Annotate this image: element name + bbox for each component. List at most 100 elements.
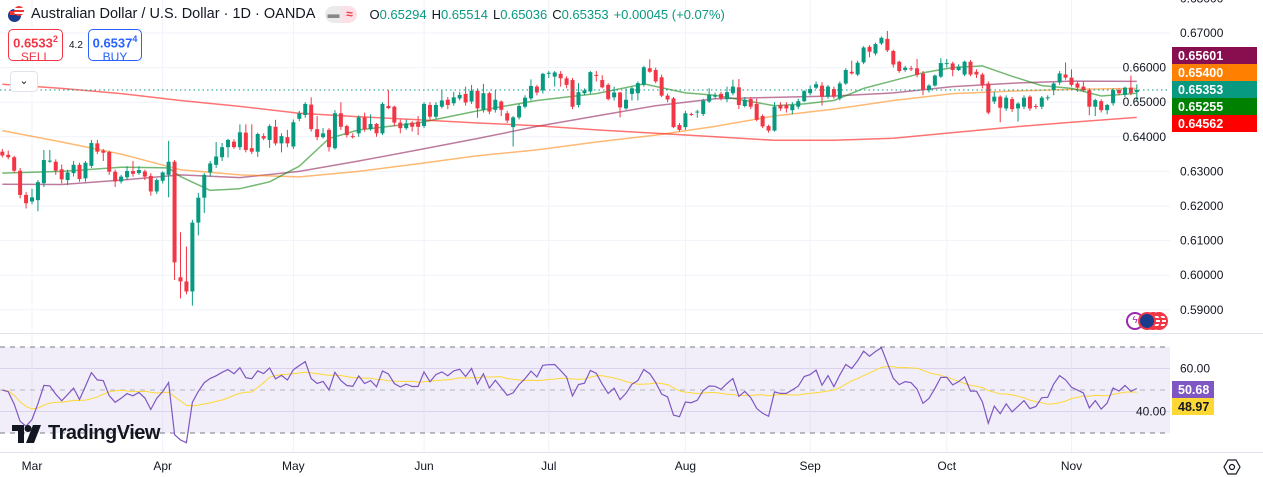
- candle: [558, 71, 563, 87]
- candle-body: [962, 61, 967, 75]
- chart-events[interactable]: ϟ: [1126, 312, 1174, 332]
- candle-body: [291, 122, 296, 147]
- candle: [1069, 69, 1074, 87]
- candle: [107, 150, 112, 175]
- chart-settings-icon[interactable]: [1223, 458, 1241, 476]
- candle-body: [790, 104, 795, 111]
- candle-body: [445, 99, 450, 105]
- candle-body: [938, 63, 943, 77]
- tradingview-logo[interactable]: TradingView: [12, 422, 160, 445]
- candle: [713, 92, 718, 99]
- symbol-title[interactable]: Australian Dollar / U.S. Dollar · 1D · O…: [31, 6, 316, 22]
- collapse-legend-button[interactable]: ⌄: [10, 71, 38, 92]
- candle: [606, 83, 611, 101]
- price-value-label: 0.64562: [1178, 117, 1223, 131]
- candle: [285, 129, 290, 148]
- candle-body: [552, 72, 557, 77]
- candle: [915, 58, 920, 78]
- candle: [493, 90, 498, 113]
- candle: [386, 90, 391, 110]
- candle-body: [1057, 73, 1062, 83]
- candle: [220, 143, 225, 162]
- symbol-header: Australian Dollar / U.S. Dollar · 1D · O…: [8, 4, 725, 24]
- candle: [837, 81, 842, 101]
- time-tick-label: Aug: [675, 459, 696, 473]
- sell-button[interactable]: 0.65332 SELL: [8, 29, 63, 64]
- candle: [879, 36, 884, 46]
- au-flag-event-icon[interactable]: [1138, 312, 1156, 330]
- candle: [410, 121, 415, 132]
- candle: [148, 173, 153, 196]
- candle: [594, 71, 599, 82]
- candle: [629, 86, 634, 101]
- rsi-axis[interactable]: 60.00 40.00 50.68 48.97: [1136, 334, 1263, 452]
- candle: [196, 192, 201, 236]
- candle-body: [540, 73, 545, 91]
- candle: [83, 161, 88, 182]
- candle-body: [1004, 97, 1009, 109]
- candle: [481, 83, 486, 113]
- candle-body: [362, 117, 367, 130]
- candle: [968, 59, 973, 77]
- candle-body: [766, 126, 771, 131]
- candle-body: [427, 104, 432, 117]
- candle-body: [998, 96, 1003, 108]
- candle-body: [297, 113, 302, 119]
- candle-body: [487, 93, 492, 112]
- candle-body: [1105, 104, 1110, 111]
- candle: [398, 119, 403, 134]
- change-value: +0.00045 (+0.07%): [613, 6, 725, 22]
- candle-body: [861, 47, 866, 63]
- open-value: 0.65294: [379, 6, 427, 22]
- candle: [552, 71, 557, 87]
- time-tick-label: Jun: [414, 459, 433, 473]
- candle: [956, 64, 961, 72]
- candle: [784, 102, 789, 113]
- candle: [564, 76, 569, 89]
- buy-button[interactable]: 0.65374 BUY: [88, 29, 142, 64]
- candle: [778, 102, 783, 111]
- candle-body: [576, 92, 581, 105]
- price-value-label-bg: [1172, 64, 1257, 81]
- candle: [35, 180, 40, 212]
- candle-body: [778, 104, 783, 109]
- candle-body: [1010, 99, 1015, 110]
- price-value-label: 0.65353: [1178, 83, 1223, 97]
- candle: [1075, 81, 1080, 92]
- tradingview-logo-text: TradingView: [48, 422, 160, 444]
- candle-body: [624, 99, 628, 109]
- time-axis[interactable]: Mar Apr May Jun Jul Aug Sep Oct Nov: [0, 452, 1263, 474]
- candle: [1033, 103, 1038, 110]
- candle-body: [653, 70, 658, 82]
- candle-body: [83, 162, 88, 179]
- candle-body: [879, 37, 884, 44]
- candle: [719, 91, 724, 101]
- status-pill[interactable]: ▬ ≈: [325, 5, 358, 23]
- candle: [243, 124, 248, 153]
- high-value: 0.65514: [440, 6, 488, 22]
- candle-body: [659, 77, 664, 96]
- candle-body: [1069, 77, 1074, 85]
- candle-body: [677, 125, 682, 130]
- candle: [511, 116, 516, 147]
- candle-body: [130, 171, 135, 174]
- candle: [707, 88, 712, 103]
- candle-body: [380, 103, 385, 134]
- candle-body: [903, 67, 908, 71]
- candle-body: [683, 113, 688, 128]
- candle-body: [113, 171, 118, 182]
- candle: [231, 139, 236, 149]
- candle: [647, 59, 652, 73]
- candle: [701, 98, 706, 117]
- candle: [261, 133, 266, 141]
- price-axis[interactable]: 0.68000 0.67000 0.66000 0.65000 0.64000 0.630…: [1123, 0, 1263, 333]
- candle: [255, 132, 260, 157]
- candle-body: [309, 104, 314, 130]
- candle: [332, 110, 337, 150]
- candle: [1117, 88, 1122, 96]
- candle: [309, 97, 314, 132]
- candle-body: [926, 85, 931, 91]
- candle: [950, 61, 955, 77]
- price-value-label: 0.65400: [1178, 66, 1223, 80]
